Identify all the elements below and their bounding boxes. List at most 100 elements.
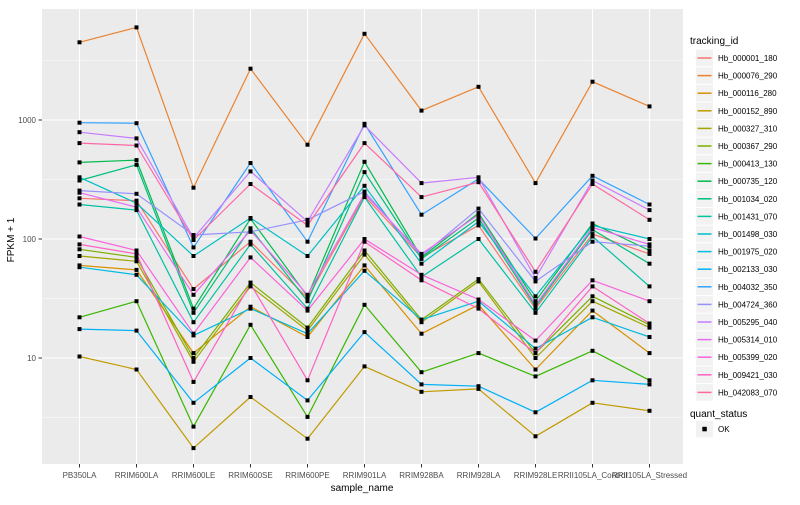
x-tick-label: RRII105LA_Control	[558, 471, 628, 480]
data-point	[134, 162, 139, 167]
data-point	[476, 306, 481, 311]
data-point	[476, 279, 481, 284]
data-point	[647, 335, 652, 339]
data-point	[191, 359, 196, 364]
data-point	[476, 175, 481, 180]
data-point	[533, 236, 538, 241]
data-point	[362, 195, 367, 200]
data-point	[134, 158, 139, 163]
data-point	[362, 123, 367, 128]
data-point	[533, 338, 538, 343]
legend-label: Hb_004724_360	[718, 300, 778, 309]
data-point	[77, 120, 82, 125]
data-point	[533, 310, 538, 315]
data-point	[248, 242, 253, 247]
data-point	[476, 386, 481, 391]
legend-label: Hb_005295_040	[718, 318, 778, 327]
data-point	[77, 175, 82, 180]
legend-label: Hb_000001_180	[718, 54, 778, 63]
data-point	[590, 225, 595, 230]
data-point	[248, 284, 253, 289]
data-point	[77, 242, 82, 247]
data-point	[533, 351, 538, 356]
data-point	[77, 190, 82, 195]
data-point	[419, 212, 424, 217]
data-point	[419, 382, 424, 387]
data-point	[647, 408, 652, 413]
data-point	[134, 248, 139, 253]
data-point	[191, 306, 196, 311]
data-point	[134, 205, 139, 210]
x-tick-label: RRIM600PE	[285, 471, 329, 480]
data-point	[590, 308, 595, 313]
data-point	[647, 378, 652, 383]
data-point	[590, 400, 595, 405]
data-point	[590, 378, 595, 383]
data-point	[191, 292, 196, 297]
data-point	[476, 180, 481, 185]
data-point	[647, 251, 652, 256]
data-point	[362, 170, 367, 175]
legend-label: Hb_000327_310	[718, 124, 778, 133]
data-point	[191, 320, 196, 325]
data-point	[362, 268, 367, 273]
data-point	[248, 356, 253, 360]
data-point	[590, 79, 595, 84]
data-point	[248, 169, 253, 174]
data-point	[476, 216, 481, 220]
data-point	[590, 182, 595, 186]
data-point	[191, 356, 196, 360]
data-point	[476, 351, 481, 356]
data-point	[647, 202, 652, 207]
data-point	[362, 159, 367, 164]
data-point	[476, 277, 481, 282]
data-point	[191, 245, 196, 250]
data-point	[419, 181, 424, 186]
data-point	[134, 208, 139, 213]
legend-label: Hb_000152_890	[718, 107, 778, 116]
data-point	[647, 208, 652, 213]
legend-label: Hb_009421_030	[718, 371, 778, 380]
data-point	[305, 436, 310, 441]
data-point	[590, 315, 595, 320]
data-point	[533, 279, 538, 284]
x-tick-label: RRIM928BA	[399, 471, 444, 480]
data-point	[590, 223, 595, 228]
data-point	[647, 217, 652, 222]
data-point	[191, 287, 196, 291]
data-point	[305, 414, 310, 419]
x-tick-label: RRIM600LA	[115, 471, 159, 480]
data-point	[419, 389, 424, 394]
data-point	[647, 284, 652, 289]
legend-label: Hb_005399_020	[718, 353, 778, 362]
data-point	[362, 191, 367, 196]
legend-label: Hb_001975_020	[718, 248, 778, 257]
legend-ok-point-icon	[702, 426, 707, 432]
data-point	[305, 378, 310, 383]
x-tick-label: RRIM928LE	[514, 471, 558, 480]
data-point	[590, 232, 595, 237]
x-tick-label: RRIM600SE	[228, 471, 272, 480]
legend-label: Hb_002133_030	[718, 265, 778, 274]
data-point	[134, 255, 139, 260]
data-point	[362, 330, 367, 335]
data-point	[134, 121, 139, 126]
data-point	[590, 294, 595, 299]
data-point	[248, 255, 253, 260]
data-point	[134, 367, 139, 372]
data-point	[647, 299, 652, 304]
data-point	[590, 227, 595, 232]
data-point	[590, 239, 595, 244]
data-point	[419, 278, 424, 283]
data-point	[191, 254, 196, 258]
data-point	[134, 259, 139, 264]
data-point	[476, 84, 481, 89]
data-point	[77, 254, 82, 258]
data-point	[362, 239, 367, 244]
data-point	[305, 254, 310, 258]
legend-label: Hb_000735_120	[718, 177, 778, 186]
data-point	[476, 206, 481, 211]
data-point	[77, 234, 82, 239]
legend-label-ok: OK	[718, 425, 730, 434]
